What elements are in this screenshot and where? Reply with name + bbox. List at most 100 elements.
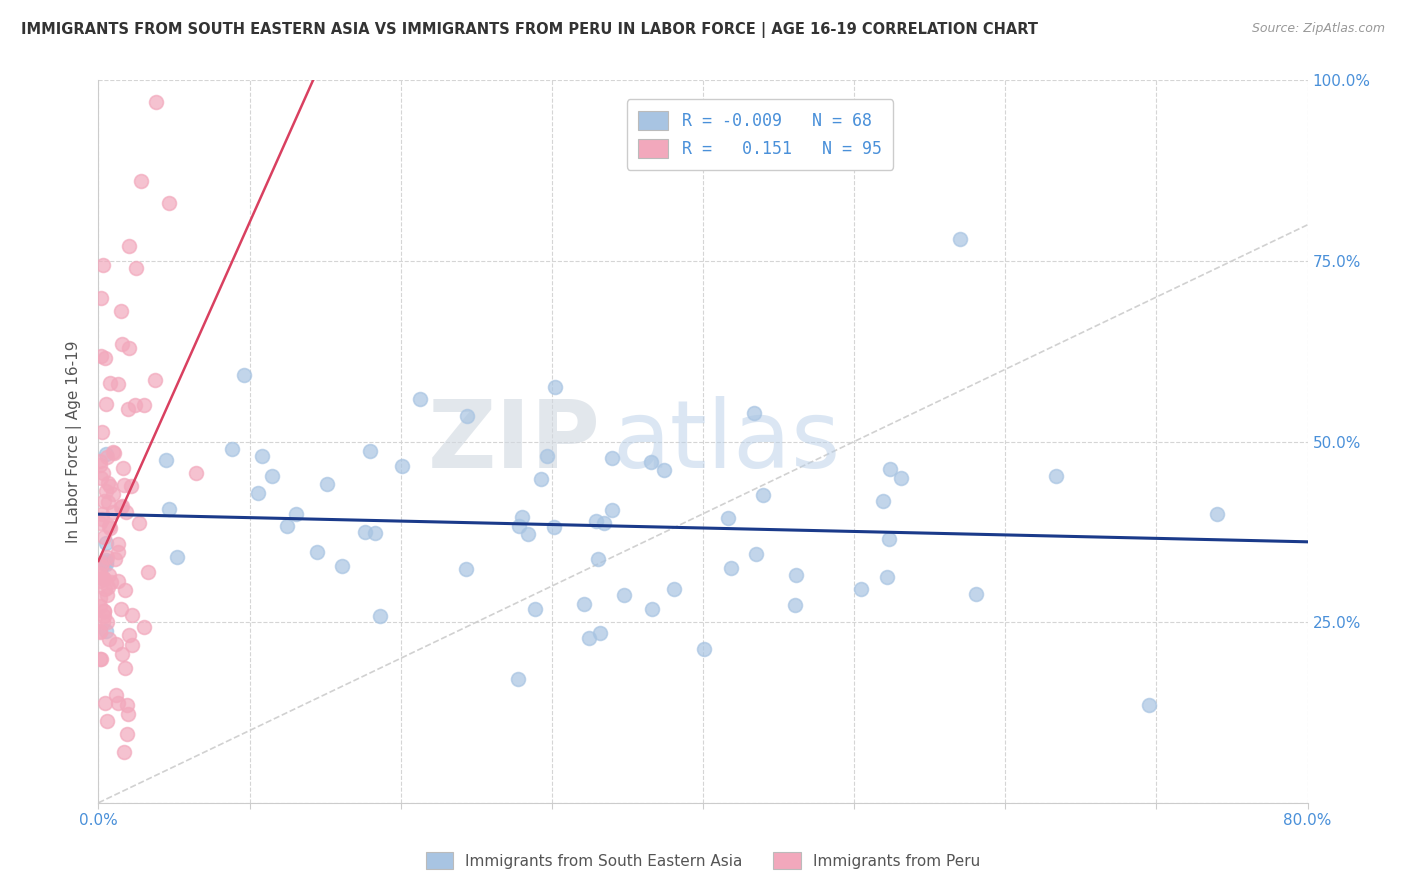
Point	[90, 471, 112, 485]
Point	[101, 486, 124, 500]
Point	[90, 349, 112, 363]
Point	[143, 373, 166, 387]
Point	[785, 568, 807, 582]
Point	[94, 553, 117, 567]
Point	[353, 525, 375, 540]
Point	[543, 520, 565, 534]
Point	[97, 494, 120, 508]
Point	[98, 521, 121, 535]
Point	[536, 449, 558, 463]
Point	[104, 552, 127, 566]
Point	[98, 519, 121, 533]
Point	[98, 632, 121, 647]
Point	[284, 507, 307, 521]
Point	[115, 698, 138, 712]
Point	[117, 402, 139, 417]
Point	[613, 588, 636, 602]
Point	[524, 601, 547, 615]
Point	[879, 462, 901, 476]
Point	[276, 519, 298, 533]
Point	[94, 483, 117, 498]
Point	[145, 95, 167, 109]
Point	[105, 688, 128, 702]
Text: Source: ZipAtlas.com: Source: ZipAtlas.com	[1251, 22, 1385, 36]
Point	[91, 258, 114, 272]
Point	[90, 651, 112, 665]
Point	[640, 455, 662, 469]
Point	[100, 574, 122, 589]
Point	[89, 624, 111, 639]
Point	[117, 707, 139, 722]
Point	[90, 291, 112, 305]
Point	[364, 526, 387, 541]
Point	[510, 509, 533, 524]
Point	[93, 530, 115, 544]
Point	[717, 510, 740, 524]
Point	[110, 601, 132, 615]
Point	[105, 637, 128, 651]
Point	[103, 505, 125, 519]
Point	[662, 582, 685, 596]
Point	[600, 450, 623, 465]
Point	[124, 398, 146, 412]
Point	[94, 696, 117, 710]
Point	[89, 591, 111, 605]
Point	[890, 471, 912, 485]
Point	[96, 397, 118, 411]
Point	[359, 443, 381, 458]
Point	[157, 501, 180, 516]
Point	[1206, 507, 1229, 521]
Point	[368, 608, 391, 623]
Point	[128, 516, 150, 531]
Point	[544, 380, 567, 394]
Point	[93, 604, 115, 618]
Point	[98, 478, 121, 492]
Point	[89, 599, 111, 613]
Point	[120, 478, 142, 492]
Point	[752, 488, 775, 502]
Point	[90, 507, 112, 521]
Point	[91, 571, 114, 585]
Point	[111, 500, 134, 514]
Point	[155, 453, 177, 467]
Legend: Immigrants from South Eastern Asia, Immigrants from Peru: Immigrants from South Eastern Asia, Immi…	[419, 846, 987, 875]
Point	[246, 485, 269, 500]
Point	[94, 447, 117, 461]
Point	[118, 239, 141, 253]
Point	[89, 566, 111, 581]
Point	[330, 558, 353, 573]
Point	[96, 615, 118, 630]
Point	[107, 545, 129, 559]
Point	[132, 620, 155, 634]
Point	[641, 601, 664, 615]
Point	[876, 570, 898, 584]
Point	[112, 461, 135, 475]
Point	[89, 574, 111, 589]
Point	[114, 745, 136, 759]
Point	[91, 425, 114, 439]
Point	[103, 445, 125, 459]
Point	[530, 472, 553, 486]
Point	[159, 196, 181, 211]
Point	[742, 406, 765, 420]
Point	[91, 615, 114, 629]
Point	[94, 351, 117, 365]
Point	[96, 450, 118, 464]
Point	[132, 398, 155, 412]
Point	[96, 549, 118, 564]
Point	[588, 625, 610, 640]
Point	[121, 607, 143, 622]
Point	[90, 559, 112, 574]
Point	[1045, 469, 1067, 483]
Point	[112, 478, 135, 492]
Point	[93, 604, 115, 618]
Point	[454, 562, 477, 576]
Point	[250, 449, 273, 463]
Point	[94, 535, 117, 549]
Point	[745, 547, 768, 561]
Point	[409, 392, 432, 406]
Text: IMMIGRANTS FROM SOUTH EASTERN ASIA VS IMMIGRANTS FROM PERU IN LABOR FORCE | AGE : IMMIGRANTS FROM SOUTH EASTERN ASIA VS IM…	[21, 22, 1038, 38]
Point	[89, 516, 111, 530]
Point	[89, 458, 111, 473]
Point	[114, 661, 136, 675]
